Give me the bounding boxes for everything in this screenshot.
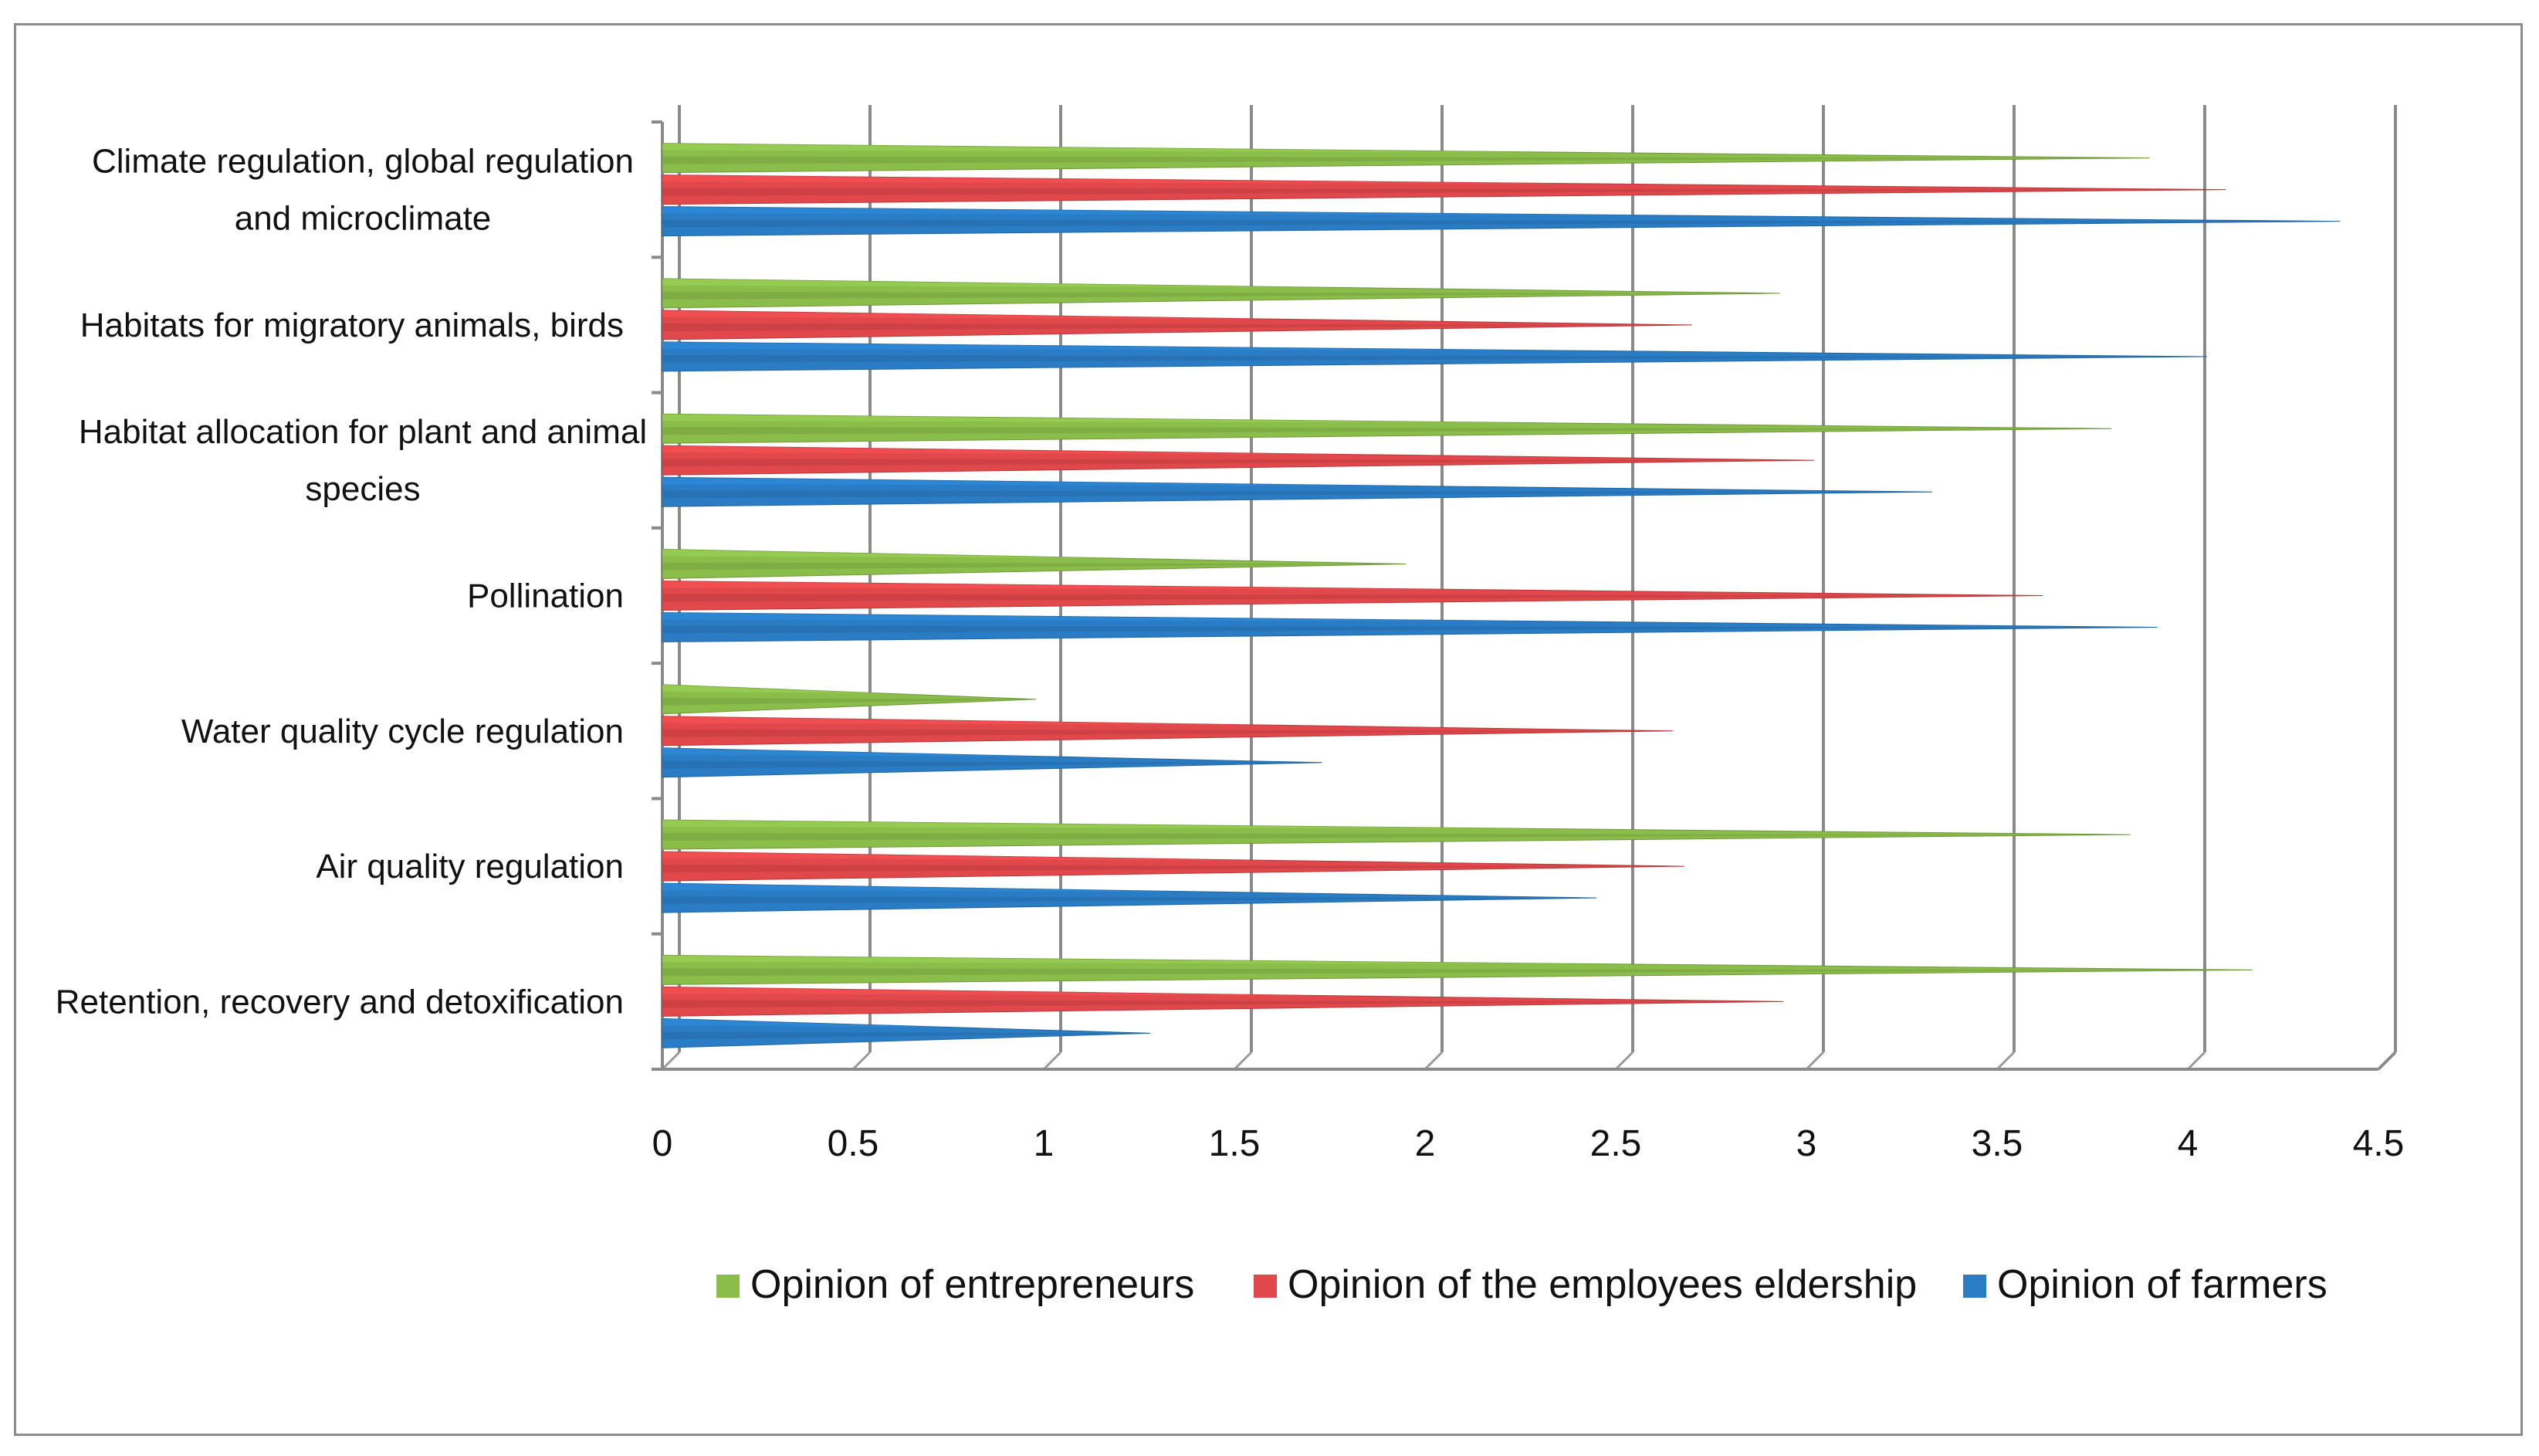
- bar-shade: [662, 427, 2112, 435]
- floor-gridline: [661, 1051, 681, 1071]
- bar-shade: [662, 1031, 1151, 1040]
- bar-highlight: [662, 716, 1269, 726]
- x-tick-label: 2: [1415, 1123, 1436, 1164]
- legend-swatch: [1254, 1275, 1277, 1298]
- bar-shade: [662, 219, 2341, 228]
- bar-highlight: [662, 310, 1281, 320]
- bar-shade: [662, 291, 1780, 300]
- x-tick-label: 1: [1034, 1123, 1055, 1164]
- bar-highlight: [662, 820, 1544, 829]
- bar-highlight: [662, 987, 1336, 996]
- floor-gridline: [1042, 1051, 1062, 1071]
- bar-shade: [662, 594, 2043, 602]
- floor-gridline: [1233, 1051, 1253, 1071]
- category-label: Habitat allocation for plant and animal: [79, 413, 647, 451]
- x-tick-label: 0.5: [828, 1123, 879, 1164]
- bar-highlight: [662, 852, 1276, 861]
- bar-highlight: [662, 206, 1670, 216]
- bar-shade: [662, 156, 2150, 164]
- bar-shade: [662, 729, 1674, 737]
- floor-gridline: [1614, 1051, 1634, 1071]
- floor-gridline: [1996, 1051, 2016, 1071]
- bar-highlight: [662, 684, 887, 694]
- legend-swatch: [1963, 1275, 1986, 1298]
- bar-shade: [662, 490, 1933, 499]
- bar-shade: [662, 323, 1692, 331]
- chart-bars: [662, 143, 2341, 1048]
- bar-highlight: [662, 1018, 956, 1028]
- x-axis-end-line: [2377, 1051, 2397, 1071]
- bar-highlight: [662, 414, 1532, 423]
- bar-highlight: [662, 278, 1333, 288]
- floor-gridline: [1805, 1051, 1825, 1071]
- bar-highlight: [662, 445, 1354, 455]
- chart-walls: [679, 105, 2395, 1052]
- x-tick-label: 4.5: [2353, 1123, 2405, 1164]
- bar-highlight: [662, 883, 1224, 892]
- legend-label: Opinion of the employees eldership: [1288, 1262, 1917, 1307]
- category-label: Climate regulation, global regulation: [92, 143, 634, 181]
- bar-shade: [662, 697, 1037, 706]
- chart-legend: Opinion of entrepreneurs Opinion of the e…: [716, 1262, 2327, 1307]
- floor-gridline: [1424, 1051, 1444, 1071]
- category-label: Pollination: [467, 577, 624, 615]
- bar-highlight: [662, 477, 1425, 486]
- x-tick-label: 3: [1796, 1123, 1817, 1164]
- x-tick-label: 1.5: [1209, 1123, 1261, 1164]
- category-label: and microclimate: [235, 200, 492, 238]
- bar-shade: [662, 562, 1407, 571]
- legend-label: Opinion of farmers: [1997, 1262, 2327, 1307]
- bar-shade: [662, 833, 2131, 841]
- category-label: Retention, recovery and detoxification: [56, 983, 624, 1021]
- category-labels: Climate regulation, global regulation and…: [56, 143, 647, 1021]
- floor-gridline: [2186, 1051, 2206, 1071]
- legend-swatch: [716, 1275, 740, 1298]
- bar-shade: [662, 760, 1322, 769]
- bar-shade: [662, 354, 2207, 363]
- bar-shade: [662, 625, 2158, 634]
- bar-shade: [662, 459, 1814, 467]
- legend-label: Opinion of entrepreneurs: [750, 1262, 1194, 1307]
- bar-shade: [662, 188, 2226, 196]
- category-label: species: [305, 470, 420, 508]
- floor-gridline: [851, 1051, 872, 1071]
- bar-shade: [662, 968, 2253, 977]
- bar-highlight: [662, 549, 1109, 558]
- x-tick-labels: 0 0.5 1 1.5 2 2.5 3 3.5 4 4.5: [652, 1123, 2405, 1164]
- bar-shade: [662, 896, 1597, 905]
- bar-highlight: [662, 747, 1058, 757]
- bar-highlight: [662, 955, 1616, 964]
- bar-shade: [662, 865, 1684, 873]
- x-tick-label: 4: [2178, 1123, 2199, 1164]
- plot-back-wall: [679, 105, 2395, 1052]
- bar-highlight: [662, 341, 1589, 351]
- bar-highlight: [662, 174, 1601, 185]
- bar-shade: [662, 1000, 1784, 1008]
- x-tick-label: 0: [652, 1123, 673, 1164]
- bar-highlight: [662, 612, 1559, 621]
- category-label: Air quality regulation: [316, 848, 624, 885]
- bar-highlight: [662, 581, 1491, 590]
- category-label: Habitats for migratory animals, birds: [80, 306, 624, 344]
- bar-highlight: [662, 143, 1555, 153]
- x-tick-label: 2.5: [1590, 1123, 1642, 1164]
- category-label: Water quality cycle regulation: [181, 713, 624, 750]
- x-tick-label: 3.5: [1972, 1123, 2023, 1164]
